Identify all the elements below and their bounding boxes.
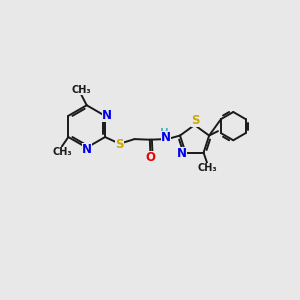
Text: O: O	[146, 152, 155, 164]
Text: N: N	[161, 131, 171, 144]
Text: CH₃: CH₃	[52, 147, 72, 157]
Text: S: S	[115, 138, 124, 151]
Text: CH₃: CH₃	[197, 163, 217, 173]
Text: N: N	[102, 109, 112, 122]
Text: N: N	[177, 147, 187, 160]
Text: H: H	[160, 128, 169, 138]
Text: N: N	[82, 143, 92, 156]
Text: S: S	[191, 114, 200, 127]
Text: CH₃: CH₃	[72, 85, 91, 94]
